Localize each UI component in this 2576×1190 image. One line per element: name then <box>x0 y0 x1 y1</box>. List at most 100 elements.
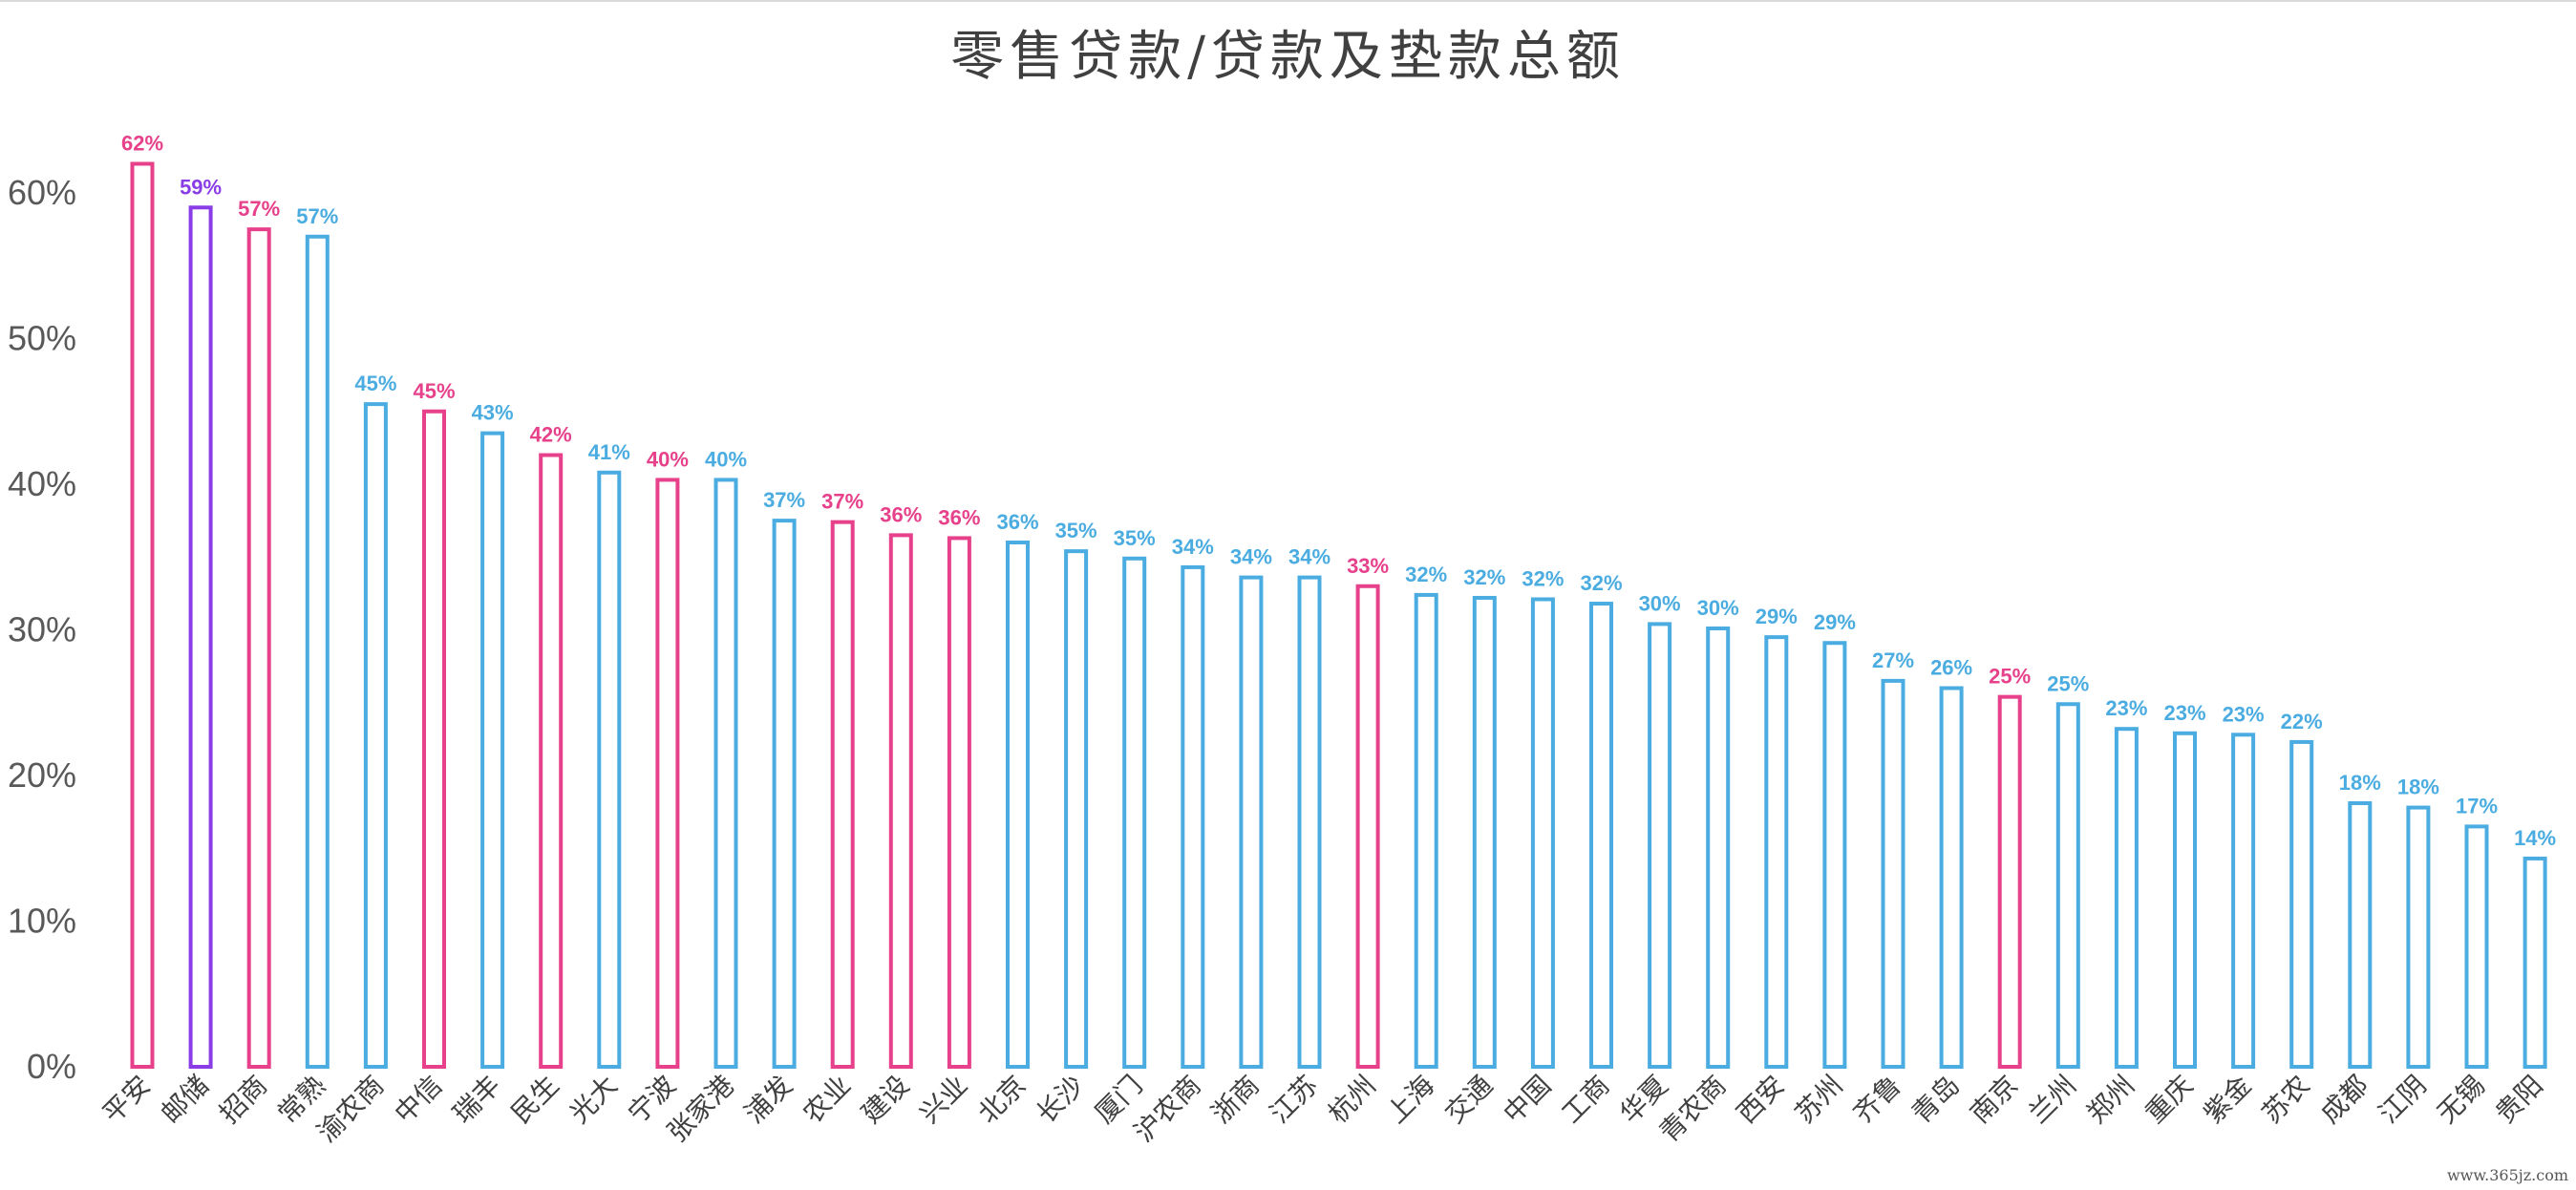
x-tick-label: 上海 <box>1380 1070 1440 1130</box>
data-label: 25% <box>2047 671 2089 695</box>
bar <box>422 409 446 1069</box>
data-label: 27% <box>1872 648 1914 672</box>
data-label: 32% <box>1463 565 1505 589</box>
bar <box>1706 626 1731 1069</box>
chart-title: 零售贷款/贷款及垫款总额 <box>950 26 1626 88</box>
x-tick-label: 贵阳 <box>2489 1070 2549 1130</box>
data-label: 42% <box>530 423 572 447</box>
data-label: 32% <box>1522 566 1564 590</box>
data-label: 36% <box>880 502 922 526</box>
bar <box>772 519 797 1069</box>
x-tick-label: 民生 <box>505 1070 565 1130</box>
data-label: 30% <box>1697 596 1739 620</box>
x-tick-label: 中信 <box>389 1070 449 1130</box>
data-label: 33% <box>1347 554 1389 578</box>
bar <box>1297 575 1322 1069</box>
data-label: 18% <box>2339 771 2381 795</box>
bar <box>188 205 213 1069</box>
bar <box>1822 641 1847 1069</box>
data-label: 35% <box>1055 519 1097 542</box>
data-label: 34% <box>1172 535 1214 559</box>
x-tick-label: 郑州 <box>2080 1070 2140 1130</box>
data-label: 35% <box>1114 526 1156 550</box>
x-tick-label: 浦发 <box>738 1070 798 1130</box>
data-label: 23% <box>2105 696 2147 720</box>
x-tick-label: 张家港 <box>661 1070 740 1149</box>
bar <box>1530 597 1555 1069</box>
x-tick-label: 渝农商 <box>311 1070 391 1149</box>
bar <box>1181 564 1205 1069</box>
bar <box>2289 739 2314 1069</box>
x-tick-label: 中国 <box>1497 1070 1557 1130</box>
bar <box>2464 824 2489 1069</box>
bar <box>888 533 913 1069</box>
x-tick-label: 兴业 <box>913 1070 973 1130</box>
x-tick-label: 江阴 <box>2373 1070 2433 1130</box>
bar <box>2114 727 2139 1069</box>
x-tick-label: 成都 <box>2314 1070 2374 1130</box>
data-label: 22% <box>2281 710 2323 733</box>
bar <box>2231 733 2256 1069</box>
data-label: 62% <box>121 132 163 156</box>
bar <box>947 536 971 1069</box>
data-label: 23% <box>2223 702 2265 726</box>
x-tick-label: 南京 <box>1964 1070 2024 1130</box>
data-label: 40% <box>705 447 747 471</box>
top-border-line <box>0 0 2576 2</box>
x-tick-label: 浙商 <box>1205 1070 1266 1130</box>
x-tick-label: 平安 <box>96 1070 157 1130</box>
x-tick-label: 西安 <box>1731 1070 1791 1130</box>
data-label: 29% <box>1756 605 1798 628</box>
x-tick-label: 北京 <box>972 1070 1033 1130</box>
x-tick-label: 紫金 <box>2198 1070 2258 1130</box>
x-tick-label: 长沙 <box>1031 1070 1091 1130</box>
y-tick-label: 0% <box>27 1047 76 1086</box>
x-tick-label: 邮储 <box>155 1070 215 1130</box>
bar <box>305 234 330 1069</box>
bar <box>1006 541 1030 1069</box>
bar <box>1939 686 1964 1069</box>
watermark: www.365jz.com <box>2446 1166 2568 1184</box>
data-label: 23% <box>2163 701 2205 725</box>
data-label: 14% <box>2514 826 2556 850</box>
x-tick-label: 齐鲁 <box>1847 1070 1907 1130</box>
data-label: 29% <box>1814 610 1856 634</box>
bar <box>1122 556 1147 1069</box>
bars-group <box>130 161 2547 1070</box>
x-tick-label: 兰州 <box>2022 1070 2082 1130</box>
bar <box>713 478 738 1069</box>
bar <box>1064 549 1089 1069</box>
data-label: 26% <box>1930 656 1972 680</box>
bar <box>130 161 155 1069</box>
x-tick-label: 农业 <box>797 1070 857 1130</box>
data-label: 45% <box>354 372 396 395</box>
bar <box>1881 678 1905 1069</box>
x-tick-label: 建设 <box>855 1070 915 1130</box>
data-label: 59% <box>180 175 222 199</box>
data-label: 30% <box>1639 591 1681 615</box>
data-label: 36% <box>938 505 980 529</box>
data-label: 17% <box>2456 794 2498 818</box>
x-tick-label: 杭州 <box>1322 1070 1382 1130</box>
bar <box>2055 702 2080 1070</box>
data-label: 57% <box>238 197 280 221</box>
x-tick-label: 工商 <box>1556 1070 1616 1130</box>
bar <box>246 227 271 1069</box>
bar <box>1764 635 1789 1069</box>
bar <box>2348 800 2373 1069</box>
data-label: 43% <box>472 401 514 425</box>
data-label: 25% <box>1989 665 2031 689</box>
y-tick-label: 50% <box>8 319 76 358</box>
data-label: 40% <box>647 447 689 471</box>
x-tick-label: 瑞丰 <box>447 1070 507 1130</box>
data-label: 34% <box>1288 545 1331 569</box>
bar <box>1239 575 1264 1069</box>
data-label: 32% <box>1580 571 1622 595</box>
y-tick-label: 40% <box>8 464 76 503</box>
x-tick-label: 沪农商 <box>1128 1070 1207 1149</box>
x-tick-label: 重庆 <box>2140 1070 2200 1130</box>
y-axis-ticks: 0% 10% 20% 30% 40% 50% 60% <box>8 173 76 1086</box>
x-axis-ticks: 平安邮储招商常熟渝农商中信瑞丰民生光大宁波张家港浦发农业建设兴业北京长沙厦门沪农… <box>96 1070 2549 1149</box>
x-tick-label: 青岛 <box>1905 1070 1966 1130</box>
